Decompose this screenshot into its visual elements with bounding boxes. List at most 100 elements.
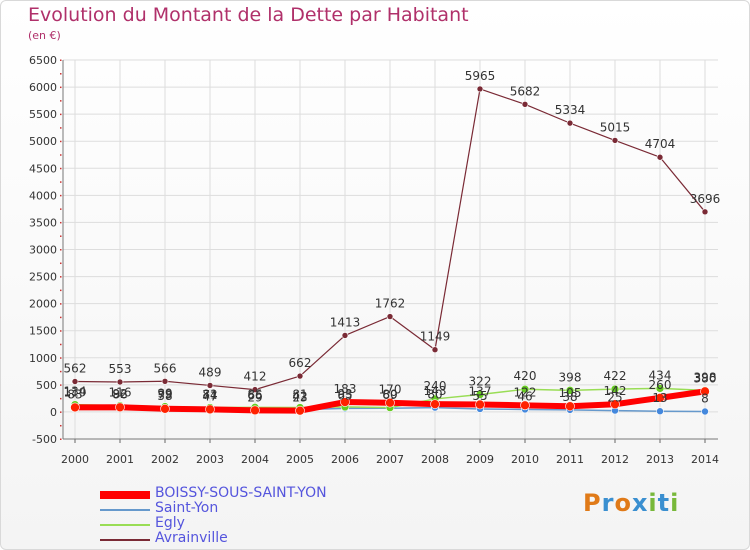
y-tick-label: 2500 [29,271,57,284]
data-label: 398 [694,370,717,384]
data-label: 116 [109,386,132,400]
y-minor-tick [60,86,62,89]
data-point [250,405,260,416]
y-minor-tick [60,59,62,61]
data-point [205,404,215,415]
axes: -500 0 500 1000 1500 2000 2500 3000 3500 4000 4500… [29,54,719,466]
legend-swatch [100,539,150,541]
x-tick-label: 2006 [331,453,359,466]
x-tick-label: 2011 [556,453,584,466]
data-label: 58 [157,389,172,403]
legend-label: BOISSY-SOUS-SAINT-YON [155,485,327,501]
x-tick-label: 2001 [106,453,134,466]
data-label: 1149 [420,330,451,344]
data-label: 170 [379,383,402,397]
data-labels: 562 553 566 489 412 662 1413 1762 1149 5965 5682 53… [64,69,721,406]
data-point [700,386,710,397]
data-label: 122 [514,385,537,399]
data-label: 566 [154,361,177,375]
data-label: 3696 [690,192,721,206]
data-point [385,397,395,408]
data-label: 69 [382,388,397,402]
proxiti-logo: Proxiti [583,489,680,517]
x-tick-label: 2010 [511,453,539,466]
chart-unit: (en €) [28,29,61,42]
data-label: 79 [157,388,172,402]
data-label: 183 [334,382,357,396]
data-label: 1762 [375,297,406,311]
data-point [655,384,665,393]
grid [63,59,718,440]
data-label: 5682 [510,84,541,98]
data-label: 23 [292,391,307,405]
data-label: 134 [64,385,87,399]
y-tick-label: 4500 [29,162,57,175]
y-tick-label: 1000 [29,352,57,365]
y-minor-tick [60,411,62,413]
y-minor-tick [60,330,62,332]
data-point [701,208,709,216]
y-minor-tick [60,438,62,440]
x-tick-label: 2000 [61,453,89,466]
data-point [701,407,709,416]
y-minor-tick [60,289,62,292]
y-minor-tick [60,221,62,224]
y-tick-label: 2000 [29,298,57,311]
data-label: 105 [559,386,582,400]
data-label: 434 [649,368,672,382]
data-point [71,378,79,385]
y-minor-tick [60,316,62,319]
y-minor-tick [60,208,62,210]
data-point [610,384,620,394]
data-label: 42 [292,390,307,404]
y-minor-tick [60,370,62,373]
legend-swatch [100,524,150,526]
y-tick-label: -500 [32,433,57,446]
data-label: 25 [607,391,622,405]
data-label: 92 [112,387,127,401]
data-label: 80 [382,388,397,402]
x-tick-label: 2002 [151,453,179,466]
data-label: 55 [472,389,487,403]
data-label: 93 [337,387,352,401]
data-label: 99 [157,387,172,401]
data-label: 260 [649,378,672,392]
data-point [565,386,575,395]
data-label: 322 [469,374,492,388]
data-label: 142 [604,384,627,398]
y-minor-tick [60,140,62,143]
y-minor-tick [60,167,62,170]
data-point [611,137,619,144]
data-label: 13 [652,391,667,405]
data-label: 66 [247,388,262,402]
data-point [340,397,350,407]
data-point [341,332,349,339]
data-point [475,399,485,410]
y-minor-tick [60,357,62,359]
data-label: 380 [694,371,717,385]
data-label: 119 [64,385,87,399]
y-minor-tick [60,194,62,197]
data-point [475,390,485,399]
data-point [296,372,304,380]
data-point [610,399,620,410]
data-label: 8 [701,391,709,405]
data-label: 65 [337,388,352,402]
y-tick-label: 500 [36,379,57,392]
y-minor-tick [60,276,62,278]
data-label: 143 [424,384,447,398]
chart-title: Evolution du Montant de la Dette par Hab… [28,4,469,26]
x-tick-label: 2008 [421,453,449,466]
y-minor-tick [60,303,62,305]
y-minor-tick [60,100,62,102]
y-tick-label: 5000 [29,135,57,148]
data-label: 5015 [600,120,631,134]
data-label: 83 [67,387,82,401]
data-point [521,100,529,108]
data-point [520,400,530,411]
legend-swatch [100,509,150,511]
data-point [206,382,214,389]
data-point [160,403,170,414]
data-point [161,377,169,385]
